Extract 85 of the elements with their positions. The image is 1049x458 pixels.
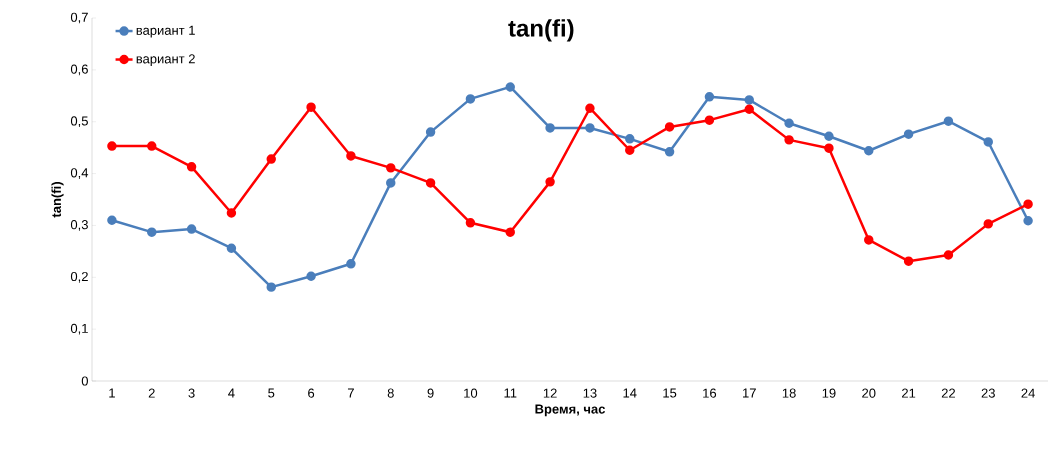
point — [266, 154, 276, 164]
point — [983, 219, 993, 229]
y-tick-label: 0,7 — [70, 12, 88, 24]
point — [864, 146, 874, 156]
x-tick-label: 5 — [268, 388, 275, 398]
point — [744, 104, 754, 115]
point — [306, 271, 316, 281]
x-tick-label: 15 — [663, 388, 677, 398]
legend-label: вариант 2 — [136, 54, 195, 67]
point — [226, 243, 237, 253]
point — [346, 151, 356, 161]
point — [465, 94, 476, 104]
point — [266, 282, 276, 292]
point — [824, 131, 834, 141]
y-axis-title: tan(fi) — [51, 182, 64, 218]
point — [545, 123, 555, 133]
point — [664, 147, 675, 157]
x-tick-label: 14 — [623, 388, 637, 398]
y-tick-label: 0,2 — [70, 271, 88, 283]
point — [386, 163, 396, 173]
chart-title: tan(fi) — [508, 19, 574, 42]
point — [306, 102, 316, 112]
point — [505, 82, 515, 92]
x-tick-label: 11 — [504, 388, 517, 398]
x-tick-label: 23 — [981, 388, 995, 398]
x-tick-label: 10 — [464, 388, 478, 398]
point — [465, 218, 476, 228]
point — [425, 127, 436, 137]
point — [186, 224, 197, 234]
x-axis-title: Время, час — [535, 404, 606, 417]
y-tick-label: 0,1 — [70, 323, 88, 335]
point — [386, 178, 396, 188]
point — [107, 215, 117, 225]
x-tick-label: 1 — [109, 388, 115, 398]
point — [784, 135, 794, 145]
point — [704, 115, 715, 125]
point — [664, 122, 675, 132]
point — [824, 143, 834, 153]
point — [903, 256, 914, 266]
point — [107, 141, 117, 151]
x-tick-label: 19 — [822, 388, 836, 398]
y-tick-label: 0,3 — [70, 220, 88, 231]
x-tick-label: 4 — [228, 388, 235, 398]
x-tick-label: 6 — [308, 388, 315, 398]
y-tick-label: 0,6 — [70, 64, 88, 76]
x-tick-label: 18 — [782, 388, 796, 398]
x-tick-label: 20 — [862, 388, 876, 398]
x-tick-label: 9 — [427, 388, 434, 398]
point — [864, 235, 874, 245]
point — [625, 145, 635, 155]
point — [1023, 199, 1033, 209]
y-tick-label: 0,4 — [70, 168, 89, 179]
x-tick-label: 13 — [583, 388, 597, 398]
point — [226, 208, 237, 218]
x-tick-label: 16 — [703, 388, 717, 398]
point — [903, 129, 914, 139]
point — [425, 178, 436, 188]
point — [943, 116, 954, 126]
point — [983, 137, 993, 147]
point — [585, 123, 595, 133]
point — [346, 259, 356, 269]
x-tick-label: 12 — [543, 388, 557, 398]
x-tick-label: 24 — [1021, 388, 1035, 398]
x-tick-label: 7 — [347, 388, 354, 398]
point — [585, 103, 595, 113]
point — [147, 141, 157, 151]
point — [943, 250, 954, 260]
y-tick-label: 0,5 — [70, 116, 88, 128]
y-tick-label: 0 — [81, 376, 88, 386]
x-tick-label: 17 — [743, 388, 756, 398]
legend-label: вариант 1 — [136, 25, 195, 38]
point — [704, 92, 715, 102]
point — [147, 227, 157, 237]
point — [186, 162, 197, 172]
x-tick-label: 21 — [902, 388, 916, 398]
x-tick-label: 22 — [941, 388, 955, 398]
point — [545, 177, 555, 187]
x-tick-label: 8 — [387, 388, 394, 398]
x-tick-label: 3 — [188, 388, 195, 398]
point — [1023, 216, 1033, 226]
x-tick-label: 2 — [148, 388, 155, 398]
point — [625, 134, 635, 144]
point — [784, 118, 794, 129]
point — [505, 227, 515, 237]
point — [744, 95, 754, 105]
